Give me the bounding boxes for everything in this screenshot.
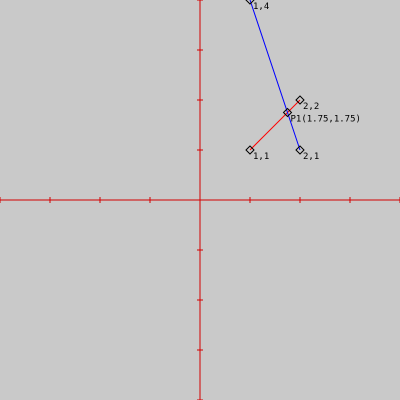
point: P1(1.75,1.75): [282, 107, 361, 125]
point-marker-icon: [245, 0, 255, 5]
point-label: 2,2: [303, 102, 319, 112]
point-marker-icon: [295, 145, 305, 155]
point-marker-icon: [295, 95, 305, 105]
point-marker-icon: [282, 107, 293, 118]
point-label: 1,1: [253, 152, 269, 162]
segments: [249, 0, 301, 151]
point: 1,4: [245, 0, 269, 12]
point-label: 1,4: [253, 2, 269, 12]
segment-blue: [249, 0, 301, 151]
point: 1,1: [245, 145, 269, 162]
points: 1,1 2,2 2,1 1,4 P1(1.75,1.75): [245, 0, 361, 162]
point-label: 2,1: [303, 152, 319, 162]
point: 2,2: [295, 95, 319, 112]
segment-red: [249, 99, 301, 151]
point-label: P1(1.75,1.75): [291, 115, 361, 125]
point: 2,1: [295, 145, 319, 162]
point-marker-icon: [245, 145, 255, 155]
